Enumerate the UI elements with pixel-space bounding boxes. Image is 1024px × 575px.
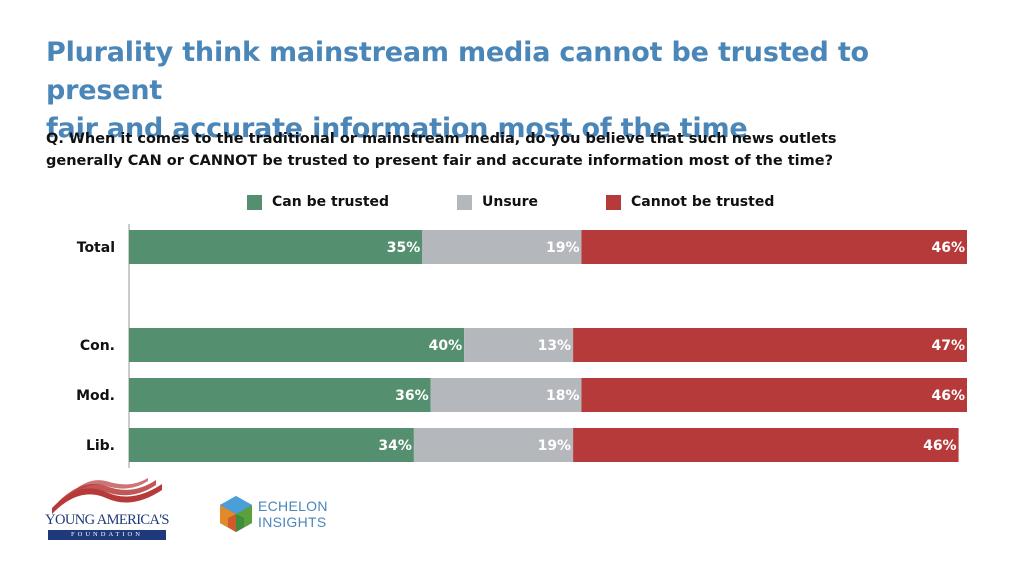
category-label-1: Con. (80, 338, 115, 354)
question-line-2: generally CAN or CANNOT be trusted to pr… (46, 153, 833, 169)
chart-legend: Can be trusted Unsure Cannot be trusted (0, 194, 1024, 214)
bar-cannot-0 (581, 230, 967, 264)
bar-unsure-2 (430, 378, 582, 412)
data-label-cannot-3: 46% (923, 438, 957, 454)
legend-item-unsure: Unsure (457, 194, 538, 210)
bar-trusted-3 (129, 428, 414, 462)
data-label-trusted-2: 36% (395, 388, 429, 404)
bar-trusted-2 (129, 378, 431, 412)
bar-cannot-3 (573, 428, 959, 462)
title-line-2: fair and accurate information most of th… (46, 113, 748, 144)
hexagon-cube-icon (220, 496, 252, 532)
echelon-line-2: INSIGHTS (258, 514, 327, 530)
category-label-0: Total (77, 240, 115, 256)
question-line-1: Q. When it comes to the traditional or m… (46, 131, 837, 147)
data-label-unsure-2: 18% (546, 388, 580, 404)
legend-label-unsure: Unsure (482, 194, 539, 210)
bar-unsure-3 (413, 428, 574, 462)
legend-item-cannot: Cannot be trusted (606, 194, 774, 210)
data-label-cannot-1: 47% (931, 338, 965, 354)
bar-unsure-1 (464, 328, 574, 362)
bar-trusted-1 (129, 328, 465, 362)
data-label-cannot-0: 46% (931, 240, 965, 256)
survey-question: Q. When it comes to the traditional or m… (46, 128, 966, 172)
data-label-cannot-2: 46% (931, 388, 965, 404)
category-label-3: Lib. (86, 438, 115, 454)
flag-stripes-icon (52, 478, 162, 514)
data-label-unsure-1: 13% (538, 338, 572, 354)
yaf-wordmark: YOUNG AMERICA'S (45, 512, 169, 528)
data-label-trusted-0: 35% (387, 240, 421, 256)
legend-swatch-cannot (606, 194, 621, 210)
chart-title: Plurality think mainstream media cannot … (46, 34, 986, 148)
data-label-trusted-1: 40% (429, 338, 463, 354)
bar-trusted-0 (129, 230, 423, 264)
bar-unsure-0 (422, 230, 582, 264)
legend-label-cannot: Cannot be trusted (631, 194, 775, 210)
echelon-wordmark: ECHELON INSIGHTS (258, 498, 328, 530)
data-label-unsure-0: 19% (546, 240, 580, 256)
yaf-subtitle: FOUNDATION (48, 530, 166, 540)
legend-swatch-trusted (247, 194, 262, 210)
legend-swatch-unsure (457, 194, 472, 210)
echelon-logo: ECHELON INSIGHTS (218, 494, 378, 534)
bar-cannot-2 (581, 378, 967, 412)
legend-item-trusted: Can be trusted (247, 194, 389, 210)
bar-cannot-1 (573, 328, 967, 362)
yaf-logo: YOUNG AMERICA'S FOUNDATION (44, 478, 170, 542)
title-line-1: Plurality think mainstream media cannot … (46, 37, 869, 106)
data-label-unsure-3: 19% (538, 438, 572, 454)
echelon-line-1: ECHELON (258, 498, 328, 514)
category-label-2: Mod. (76, 388, 115, 404)
data-label-trusted-3: 34% (378, 438, 412, 454)
legend-label-trusted: Can be trusted (272, 194, 390, 210)
